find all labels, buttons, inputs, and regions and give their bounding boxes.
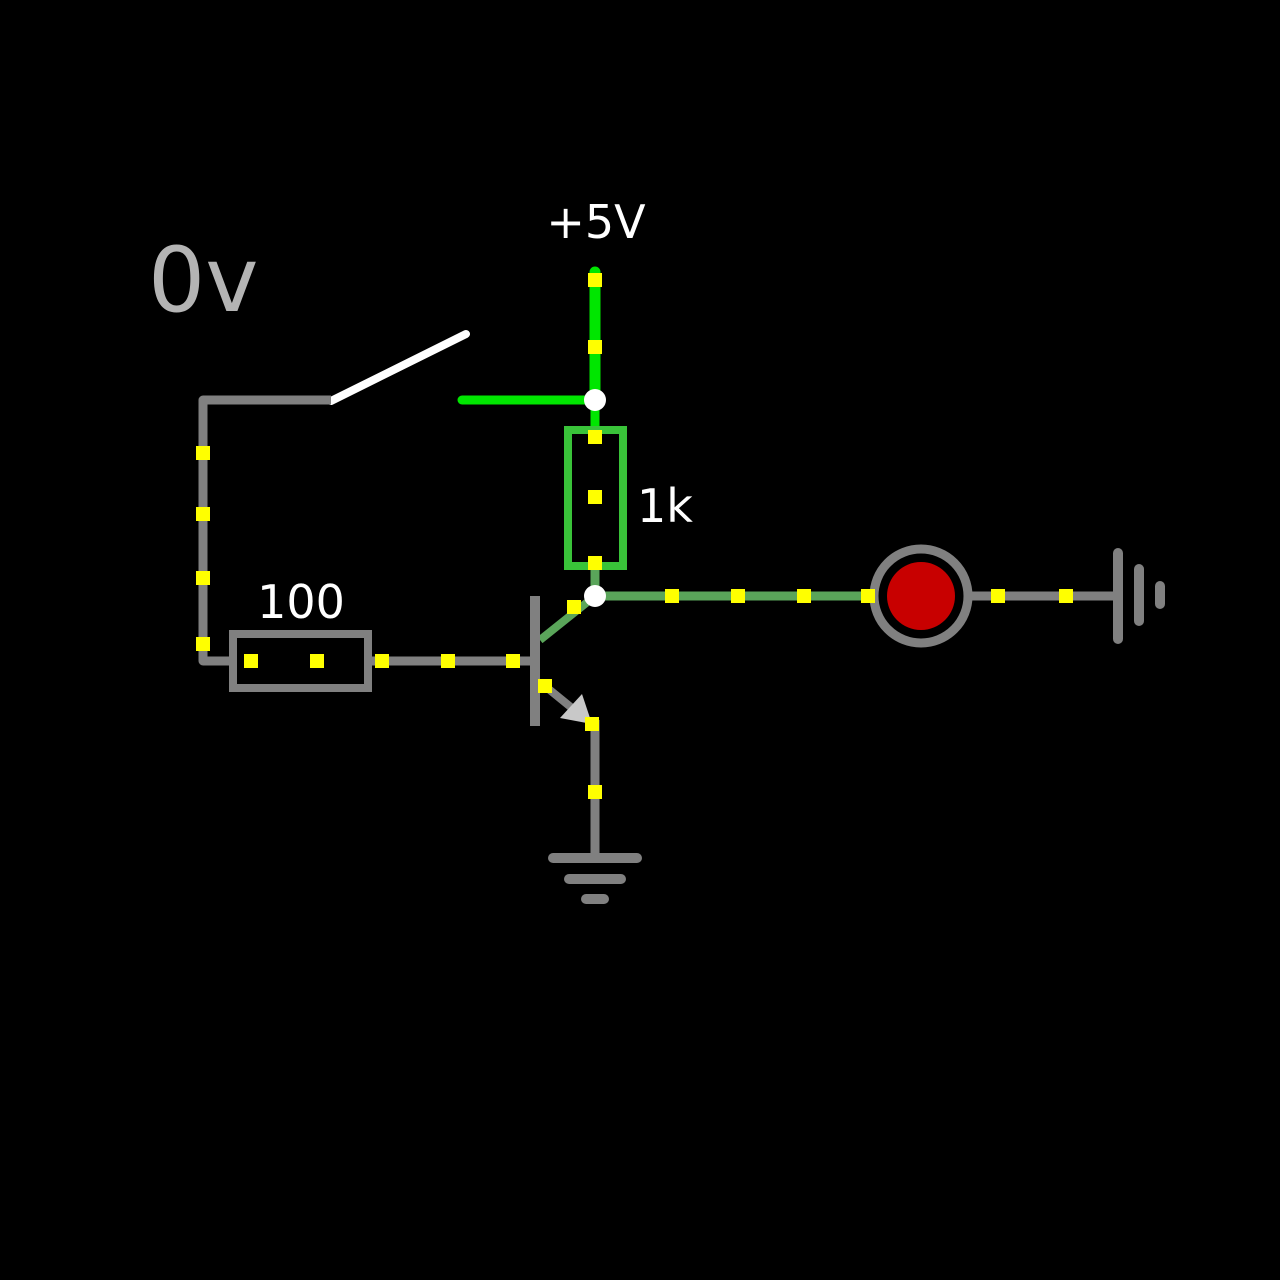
current-dot	[588, 556, 602, 570]
current-dot	[196, 571, 210, 585]
current-dot	[310, 654, 324, 668]
led-lamp[interactable]	[869, 544, 973, 648]
base-resistor-label: 100	[257, 575, 345, 629]
current-dot	[665, 589, 679, 603]
supply-voltage-label: +5V	[546, 195, 646, 249]
current-dot	[567, 600, 581, 614]
voltage-meter-readout: 0v	[148, 228, 259, 333]
current-dot	[991, 589, 1005, 603]
current-dot	[797, 589, 811, 603]
ground-icon	[548, 853, 642, 904]
current-dot	[588, 430, 602, 444]
current-dot	[731, 589, 745, 603]
current-dot	[861, 589, 875, 603]
switch-lever[interactable]	[327, 330, 470, 405]
junction-node	[584, 585, 606, 607]
current-dot	[585, 717, 599, 731]
led-lens	[887, 562, 955, 630]
emitter-arrow-icon	[560, 694, 592, 724]
current-dot	[538, 679, 552, 693]
ground-icon-right	[1113, 548, 1165, 644]
current-dot	[196, 637, 210, 651]
current-dot	[588, 490, 602, 504]
current-dot	[375, 654, 389, 668]
pullup-resistor-label: 1k	[637, 479, 693, 533]
current-dot	[244, 654, 258, 668]
current-dot	[196, 446, 210, 460]
input-wire[interactable]	[198, 395, 331, 666]
current-dot	[588, 273, 602, 287]
current-dot	[588, 785, 602, 799]
current-dot	[196, 507, 210, 521]
current-dot	[506, 654, 520, 668]
current-flow-dots	[196, 273, 1073, 799]
toggle-switch[interactable]	[327, 330, 470, 405]
current-dot	[1059, 589, 1073, 603]
current-dot	[588, 340, 602, 354]
junction-node	[584, 389, 606, 411]
current-dot	[441, 654, 455, 668]
